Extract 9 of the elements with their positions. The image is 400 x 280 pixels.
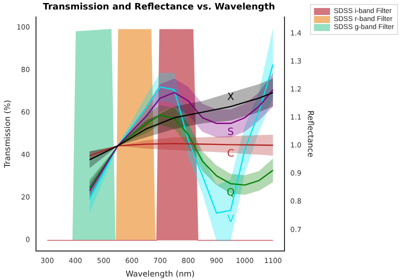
- x-axis-title: Wavelength (nm): [126, 269, 195, 278]
- y2-axis-title: Reflectance: [306, 110, 316, 158]
- chart-title: Transmission and Reflectance vs. Wavelength: [42, 2, 276, 13]
- series-label: C: [227, 148, 234, 160]
- series-label: Q: [226, 187, 235, 198]
- y-axis-title: Transmission (%): [2, 100, 12, 169]
- series-label: V: [227, 214, 234, 225]
- series-label: S: [227, 126, 234, 138]
- series-label: X: [227, 92, 234, 104]
